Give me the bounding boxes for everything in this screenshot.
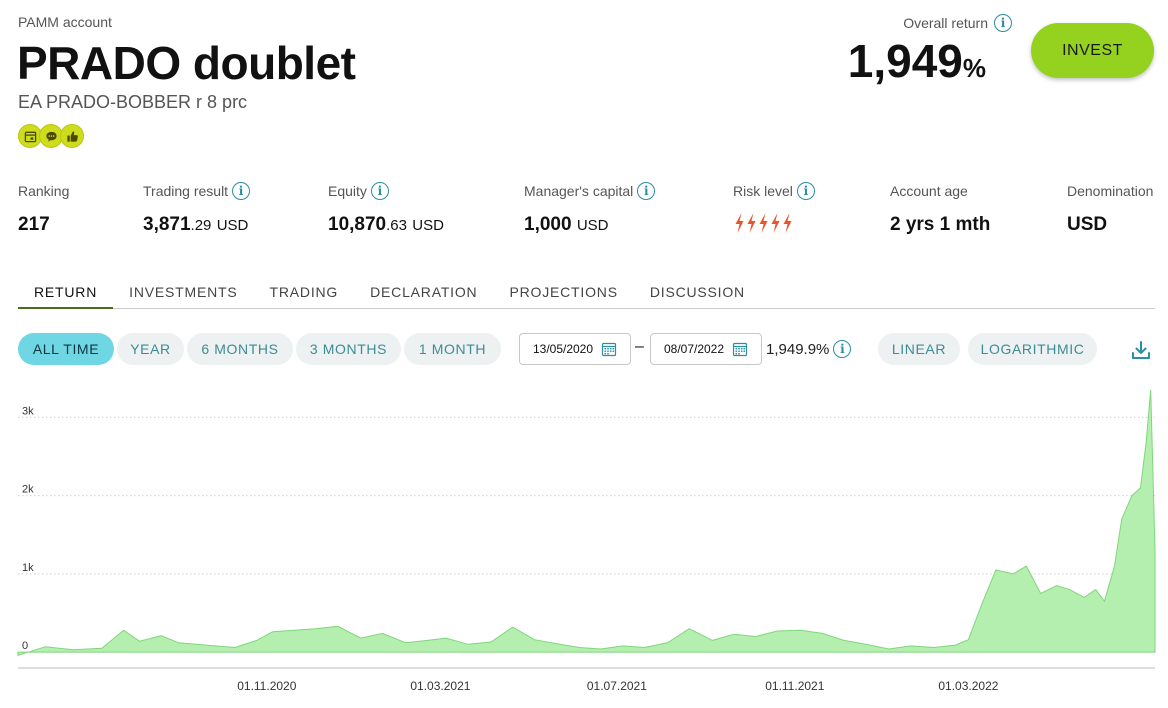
period-all-time-button[interactable]: ALL TIME — [18, 333, 114, 365]
stat-label-text: Denomination — [1067, 183, 1154, 199]
stat-label: Denomination — [1067, 182, 1153, 200]
lightning-icon — [735, 213, 744, 233]
tab-declaration[interactable]: DECLARATION — [370, 284, 478, 300]
y-tick-label: 1k — [22, 562, 34, 574]
info-icon[interactable]: i — [994, 14, 1012, 32]
stat-value: 2 yrs 1 mth — [890, 214, 991, 235]
lightning-icon — [783, 213, 792, 233]
stat-value: 217 — [18, 214, 50, 235]
stat-value-int: 10,870 — [328, 214, 387, 235]
date-to-input[interactable]: 08/07/2022 — [650, 333, 762, 365]
lightning-icon — [747, 213, 756, 233]
overall-return-text: Overall return — [903, 15, 988, 31]
info-icon[interactable]: i — [833, 340, 852, 358]
tab-trading[interactable]: TRADING — [269, 284, 339, 300]
stat-label: Ranking — [18, 182, 69, 200]
stat-ranking: Ranking 217 — [18, 182, 69, 236]
stat-value-currency: USD — [216, 217, 249, 234]
stat-value-int: 1,000 — [524, 214, 572, 235]
account-subtitle: EA PRADO-BOBBER r 8 prc — [18, 92, 248, 112]
download-icon[interactable] — [1130, 339, 1152, 361]
badge-group — [18, 124, 84, 148]
x-tick-label: 01.11.2020 — [237, 679, 296, 693]
scale-linear-button[interactable]: LINEAR — [878, 333, 960, 365]
y-tick-label: 2k — [22, 484, 34, 496]
stat-label-text: Equity — [328, 183, 367, 199]
info-icon[interactable]: i — [232, 182, 251, 200]
risk-level-indicator — [733, 212, 815, 234]
info-icon[interactable]: i — [796, 182, 815, 200]
overall-return-label: Overall return i — [903, 14, 1012, 32]
tab-projections[interactable]: PROJECTIONS — [509, 284, 618, 300]
stat-value-currency: USD — [576, 217, 609, 234]
return-chart[interactable]: 0 1k 2k 3k 01.11.2020 01.03.2021 01.07.2021 01.… — [0, 380, 1168, 708]
period-1-month-button[interactable]: 1 MONTH — [404, 333, 501, 365]
stat-label: Account age — [890, 182, 990, 200]
stat-value: 1,000 USD — [524, 214, 655, 236]
stat-risk-level: Risk level i — [733, 182, 815, 234]
stat-denomination: Denomination USD — [1067, 182, 1153, 236]
x-tick-label: 01.11.2021 — [765, 679, 824, 693]
return-area-series — [17, 389, 1156, 656]
info-icon[interactable]: i — [637, 182, 656, 200]
stat-equity: Equity i 10,870.63 USD — [328, 182, 444, 236]
stat-label: Trading result i — [143, 182, 251, 200]
overall-return-number: 1,949 — [847, 35, 963, 87]
thumbs-up-icon[interactable] — [60, 124, 84, 148]
account-type-label: PAMM account — [18, 14, 112, 30]
tab-bar: RETURN INVESTMENTS TRADING DECLARATION PROJE… — [18, 278, 1155, 309]
stat-value-dec: .63 — [386, 217, 407, 234]
y-tick-label: 3k — [22, 405, 34, 417]
overall-return-value: 1,949% — [848, 34, 986, 88]
stat-value: 3,871.29 USD — [143, 214, 250, 236]
lightning-icon — [771, 213, 780, 233]
stat-label-text: Risk level — [733, 183, 793, 199]
x-tick-label: 01.07.2021 — [587, 679, 647, 693]
stat-account-age: Account age 2 yrs 1 mth — [890, 182, 990, 236]
overall-return-unit: % — [962, 53, 986, 83]
y-tick-label: 0 — [22, 640, 28, 652]
calendar-icon[interactable] — [601, 341, 617, 357]
stat-label: Equity i — [328, 182, 444, 200]
period-6-months-button[interactable]: 6 MONTHS — [187, 333, 293, 365]
stat-label-text: Trading result — [143, 183, 229, 199]
date-from-input[interactable]: 13/05/2020 — [519, 333, 631, 365]
stat-trading-result: Trading result i 3,871.29 USD — [143, 182, 251, 236]
chat-icon[interactable] — [39, 124, 63, 148]
stat-label: Manager's capital i — [524, 182, 656, 200]
tab-investments[interactable]: INVESTMENTS — [129, 284, 238, 300]
x-tick-label: 01.03.2021 — [410, 679, 470, 693]
date-to-value: 08/07/2022 — [663, 342, 725, 356]
date-from-value: 13/05/2020 — [532, 342, 594, 356]
info-icon[interactable]: i — [370, 182, 389, 200]
stat-value-dec: .29 — [190, 217, 212, 234]
lightning-icon — [759, 213, 768, 233]
tab-return[interactable]: RETURN — [18, 278, 114, 309]
stat-label-text: Account age — [890, 183, 968, 199]
stat-value: 10,870.63 USD — [328, 214, 444, 236]
scale-logarithmic-button[interactable]: LOGARITHMIC — [968, 333, 1097, 365]
period-year-button[interactable]: YEAR — [117, 333, 184, 365]
stat-value: USD — [1067, 214, 1108, 235]
range-return-value: 1,949.9% — [766, 340, 830, 358]
stat-managers-capital: Manager's capital i 1,000 USD — [524, 182, 656, 236]
calendar-icon[interactable] — [732, 341, 748, 357]
x-tick-label: 01.03.2022 — [938, 679, 998, 693]
period-3-months-button[interactable]: 3 MONTHS — [296, 333, 401, 365]
tab-discussion[interactable]: DISCUSSION — [649, 284, 745, 300]
stat-label-text: Ranking — [18, 183, 70, 199]
stat-value-int: 3,871 — [143, 214, 191, 235]
date-range-separator: – — [635, 338, 644, 355]
stat-label: Risk level i — [733, 182, 815, 200]
range-return: 1,949.9% i — [766, 340, 852, 358]
stat-label-text: Manager's capital — [524, 183, 634, 199]
invest-button[interactable]: INVEST — [1031, 23, 1154, 78]
stat-value-currency: USD — [412, 217, 444, 234]
account-title: PRADO doublet — [17, 37, 356, 89]
calendar-icon[interactable] — [18, 124, 42, 148]
